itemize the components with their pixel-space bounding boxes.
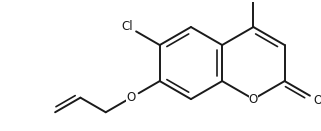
Text: O: O [249, 93, 258, 106]
Text: O: O [126, 91, 136, 104]
Text: O: O [314, 94, 321, 107]
Text: Cl: Cl [121, 20, 133, 32]
